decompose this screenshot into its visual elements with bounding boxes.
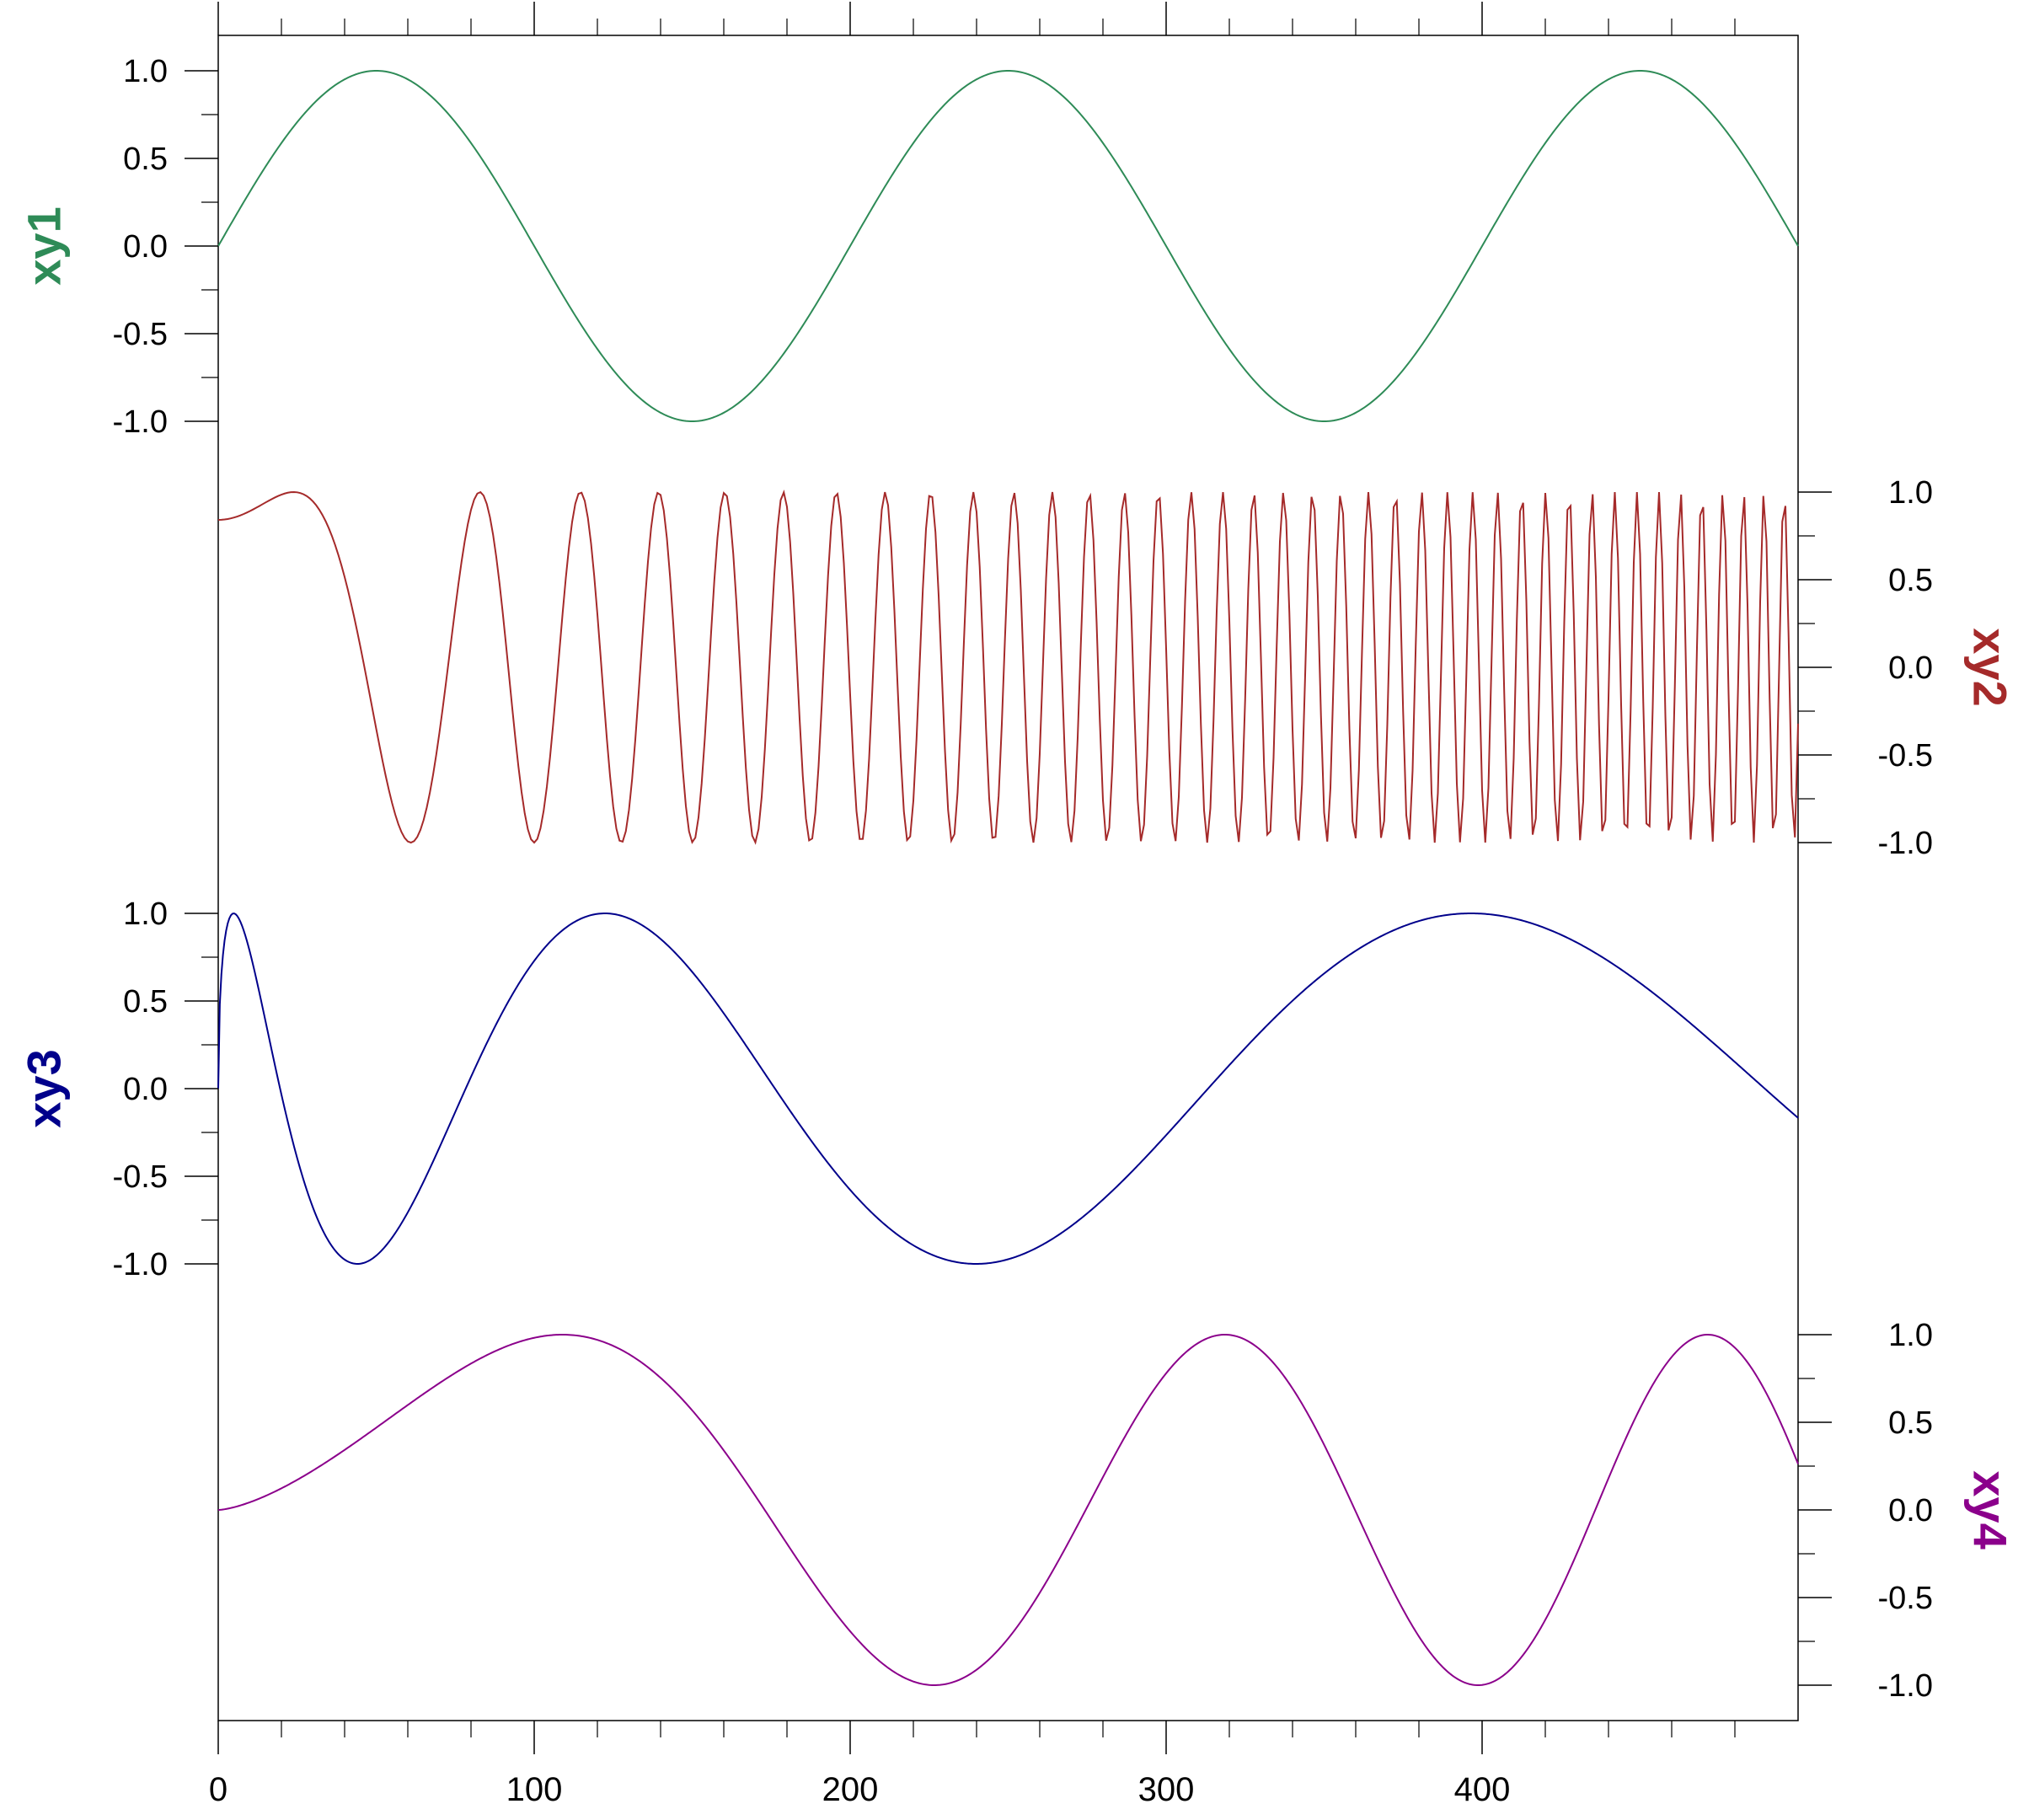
xy2-y-tick-label: -1.0	[1878, 826, 1933, 861]
x-tick-label: 400	[1454, 1771, 1511, 1808]
xy1-y-tick-label: 0.5	[123, 142, 168, 177]
xy4-axis-label: xy4	[1964, 1470, 2017, 1549]
xy1-series-line	[217, 69, 1799, 423]
x-tick-label: 300	[1138, 1771, 1195, 1808]
x-axis: 0 100 200 300 400	[209, 2, 1736, 1808]
xy1-axis-label: xy1	[18, 206, 71, 285]
xy1-y-tick-label: -0.5	[113, 317, 168, 352]
xy4-series-line	[217, 1333, 1799, 1687]
xy3-y-tick-label: 1.0	[123, 897, 168, 932]
xy2-y-tick-label: 1.0	[1888, 475, 1933, 511]
plot-frame	[217, 35, 1799, 1721]
y-axes: 1.0 0.5 0.0 -0.5 -1.0 1.0 0.5 0.0 -0.5 -1.0 1.0 0.5…	[113, 54, 1933, 1704]
xy4-y-tick-label: -0.5	[1878, 1581, 1933, 1616]
xy3-y-tick-label: -1.0	[113, 1247, 168, 1282]
xy2-series-line	[217, 489, 1799, 845]
xy3-series-line	[217, 912, 1799, 1266]
xy1-y-tick-label: 1.0	[123, 54, 168, 89]
xy1-y-tick-label: -1.0	[113, 404, 168, 440]
plot-border	[217, 35, 1799, 1721]
xy2-axis-label: xy2	[1964, 628, 2017, 706]
x-tick-label: 100	[506, 1771, 563, 1808]
series-curves	[217, 69, 1799, 1687]
xy3-y-tick-label: -0.5	[113, 1159, 168, 1195]
xy2-y-tick-label: 0.5	[1888, 563, 1933, 598]
xy4-y-tick-label: -1.0	[1878, 1668, 1933, 1704]
panel-labels: xy1 xy2 xy3 xy4	[18, 206, 2017, 1549]
xy4-y-tick-label: 1.0	[1888, 1318, 1933, 1353]
xy1-y-tick-label: 0.0	[123, 229, 168, 265]
xy3-y-tick-label: 0.0	[123, 1072, 168, 1107]
x-tick-label: 0	[209, 1771, 227, 1808]
xy2-y-tick-label: -0.5	[1878, 738, 1933, 774]
xy3-y-tick-label: 0.5	[123, 984, 168, 1020]
xy3-axis-label: xy3	[18, 1049, 71, 1127]
xy4-y-tick-label: 0.5	[1888, 1405, 1933, 1441]
xy4-y-tick-label: 0.0	[1888, 1493, 1933, 1528]
xy2-y-tick-label: 0.0	[1888, 650, 1933, 686]
x-tick-label: 200	[822, 1771, 879, 1808]
